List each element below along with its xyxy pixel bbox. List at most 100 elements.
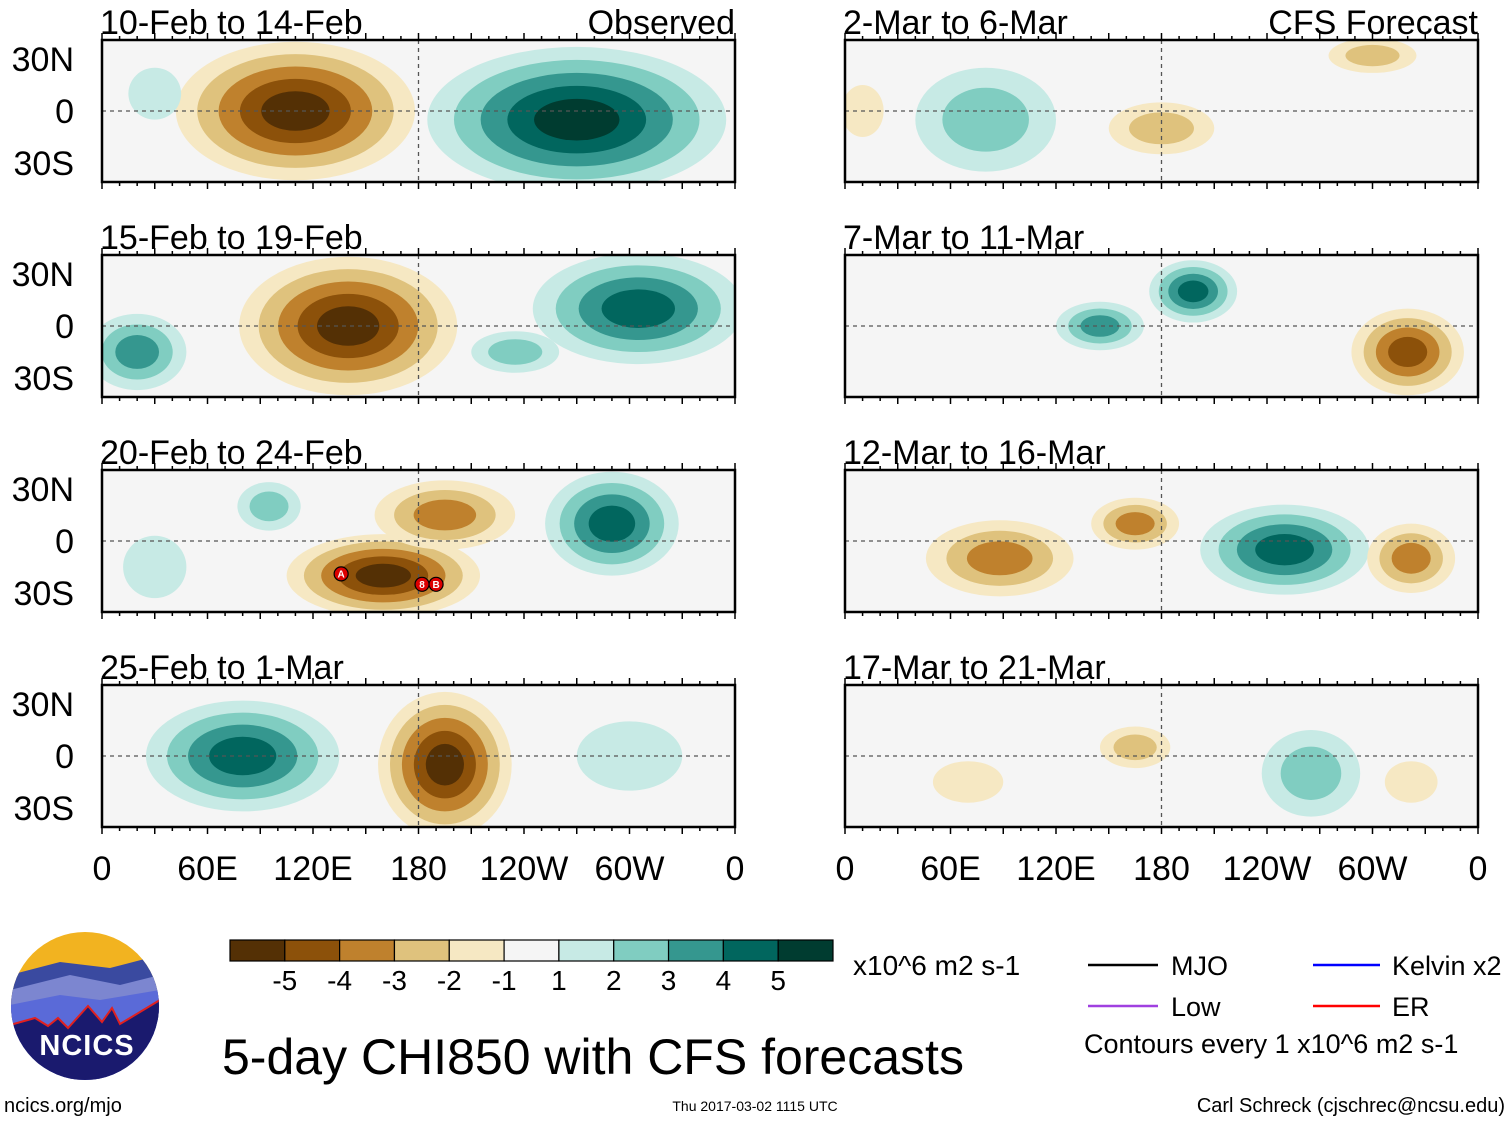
negative-anomaly-contour bbox=[1113, 734, 1157, 761]
lon-tick-label: 120E bbox=[1016, 850, 1095, 888]
lon-tick-label: 60W bbox=[595, 850, 665, 888]
storm-label: B bbox=[432, 580, 439, 591]
map-panel: A 8 B 20-Feb to 24-Feb bbox=[100, 434, 737, 619]
lat-tick-label: 30S bbox=[14, 360, 75, 398]
colorbar-swatch bbox=[667, 939, 724, 962]
lon-tick-label: 0 bbox=[1469, 850, 1488, 888]
map-panels: 10-Feb to 14-Feb Observed 15-Feb to 19-Feb… bbox=[100, 4, 1480, 834]
lon-tick-label: 60E bbox=[177, 850, 238, 888]
lat-tick-label: 0 bbox=[55, 523, 74, 561]
panel-title: 2-Mar to 6-Mar bbox=[843, 4, 1068, 42]
panel-title: 12-Mar to 16-Mar bbox=[843, 434, 1106, 472]
colorbar-swatch bbox=[448, 939, 505, 962]
tropical-cyclone-icon: A bbox=[333, 566, 349, 582]
positive-anomaly-contour bbox=[588, 505, 636, 542]
panel-source-label: Observed bbox=[588, 4, 735, 42]
positive-anomaly-contour bbox=[115, 335, 160, 369]
negative-anomaly-contour bbox=[1391, 542, 1431, 574]
positive-anomaly-contour bbox=[576, 721, 683, 791]
negative-anomaly-contour bbox=[966, 541, 1033, 576]
axis-labels: 30N 0 30S 30N 0 30S 30N 0 30S 30N 0 30S 0 60E 120E 180 1… bbox=[12, 41, 1488, 888]
positive-anomaly-contour bbox=[534, 98, 620, 141]
lon-tick-label: 120E bbox=[273, 850, 352, 888]
positive-anomaly-contour bbox=[209, 736, 277, 776]
tropical-cyclone-icon: B bbox=[428, 576, 444, 592]
colorbar-swatch bbox=[229, 939, 286, 962]
negative-anomaly-contour bbox=[1384, 761, 1438, 803]
negative-anomaly-contour bbox=[425, 743, 464, 786]
negative-anomaly-contour bbox=[413, 499, 477, 531]
positive-anomaly-contour bbox=[942, 87, 1029, 152]
positive-anomaly-contour bbox=[1080, 315, 1120, 337]
panel-source-label: CFS Forecast bbox=[1268, 4, 1478, 42]
timestamp: Thu 2017-03-02 1115 UTC bbox=[672, 1098, 837, 1114]
colorbar-swatch bbox=[339, 939, 396, 962]
colorbar-tick-label: -2 bbox=[437, 965, 462, 996]
colorbar-tick-label: -4 bbox=[327, 965, 352, 996]
colorbar-swatch bbox=[722, 939, 779, 962]
panel-title: 20-Feb to 24-Feb bbox=[100, 434, 363, 472]
site-url[interactable]: ncics.org/mjo bbox=[4, 1095, 122, 1117]
map-panel: 2-Mar to 6-Mar CFS Forecast bbox=[843, 4, 1480, 189]
storm-label: A bbox=[338, 569, 345, 580]
ncics-logo: NCICS bbox=[11, 932, 159, 1080]
negative-anomaly-contour bbox=[355, 563, 411, 588]
colorbar-tick-label: 1 bbox=[551, 965, 567, 996]
positive-anomaly-contour bbox=[249, 491, 289, 522]
positive-anomaly-contour bbox=[123, 535, 187, 599]
lat-tick-label: 0 bbox=[55, 308, 74, 346]
lat-tick-label: 30N bbox=[12, 256, 74, 294]
negative-anomaly-contour bbox=[1115, 512, 1155, 536]
legend-label-mjo: MJO bbox=[1171, 951, 1228, 981]
colorbar-swatch bbox=[284, 939, 341, 962]
colorbar-tick-label: -5 bbox=[272, 965, 297, 996]
lon-tick-label: 180 bbox=[390, 850, 447, 888]
colorbar-swatch bbox=[503, 939, 560, 962]
lat-tick-label: 0 bbox=[55, 738, 74, 776]
lon-tick-label: 180 bbox=[1133, 850, 1190, 888]
negative-anomaly-contour bbox=[317, 306, 380, 346]
negative-anomaly-contour bbox=[1345, 44, 1400, 67]
colorbar-tick-label: -1 bbox=[492, 965, 517, 996]
positive-anomaly-contour bbox=[128, 67, 182, 120]
lon-tick-label: 0 bbox=[726, 850, 745, 888]
map-panel: 15-Feb to 19-Feb bbox=[100, 219, 737, 404]
legend-label-low: Low bbox=[1171, 992, 1221, 1022]
figure-title: 5-day CHI850 with CFS forecasts bbox=[222, 1029, 964, 1085]
panel-title: 7-Mar to 11-Mar bbox=[843, 219, 1084, 257]
lon-tick-label: 120W bbox=[480, 850, 569, 888]
legend-label-kelvin: Kelvin x2 bbox=[1392, 951, 1502, 981]
contour-note: Contours every 1 x10^6 m2 s-1 bbox=[1084, 1029, 1458, 1059]
map-panel: 10-Feb to 14-Feb Observed bbox=[100, 4, 737, 189]
colorbar-tick-label: 3 bbox=[661, 965, 677, 996]
colorbar-tick-label: 2 bbox=[606, 965, 622, 996]
panel-title: 15-Feb to 19-Feb bbox=[100, 219, 363, 257]
legend: MJO Kelvin x2 Low ER Contours every 1 x1… bbox=[1084, 951, 1502, 1059]
lon-tick-label: 0 bbox=[836, 850, 855, 888]
colorbar-swatch bbox=[613, 939, 670, 962]
storm-label: 8 bbox=[419, 580, 425, 591]
map-panel: 12-Mar to 16-Mar bbox=[843, 434, 1480, 619]
panel-title: 17-Mar to 21-Mar bbox=[843, 649, 1106, 687]
map-panel: 17-Mar to 21-Mar bbox=[843, 649, 1480, 834]
lon-tick-label: 60W bbox=[1338, 850, 1408, 888]
lat-tick-label: 30N bbox=[12, 686, 74, 724]
lat-tick-label: 30N bbox=[12, 41, 74, 79]
positive-anomaly-contour bbox=[488, 339, 543, 365]
colorbar-tick-label: 5 bbox=[770, 965, 786, 996]
lat-tick-label: 30S bbox=[14, 145, 75, 183]
colorbar-swatch bbox=[777, 939, 834, 962]
colorbar-swatch bbox=[558, 939, 615, 962]
logo-text: NCICS bbox=[39, 1030, 134, 1062]
colorbar: -5 -4 -3 -2 -1 1 2 3 4 5 bbox=[229, 939, 834, 996]
panel-title: 25-Feb to 1-Mar bbox=[100, 649, 344, 687]
legend-label-er: ER bbox=[1392, 992, 1430, 1022]
colorbar-units: x10^6 m2 s-1 bbox=[853, 950, 1020, 981]
map-panel: 7-Mar to 11-Mar bbox=[843, 219, 1480, 404]
negative-anomaly-contour bbox=[1388, 336, 1428, 368]
positive-anomaly-contour bbox=[1177, 280, 1209, 303]
colorbar-swatch bbox=[393, 939, 450, 962]
lat-tick-label: 0 bbox=[55, 93, 74, 131]
colorbar-tick-label: 4 bbox=[716, 965, 732, 996]
